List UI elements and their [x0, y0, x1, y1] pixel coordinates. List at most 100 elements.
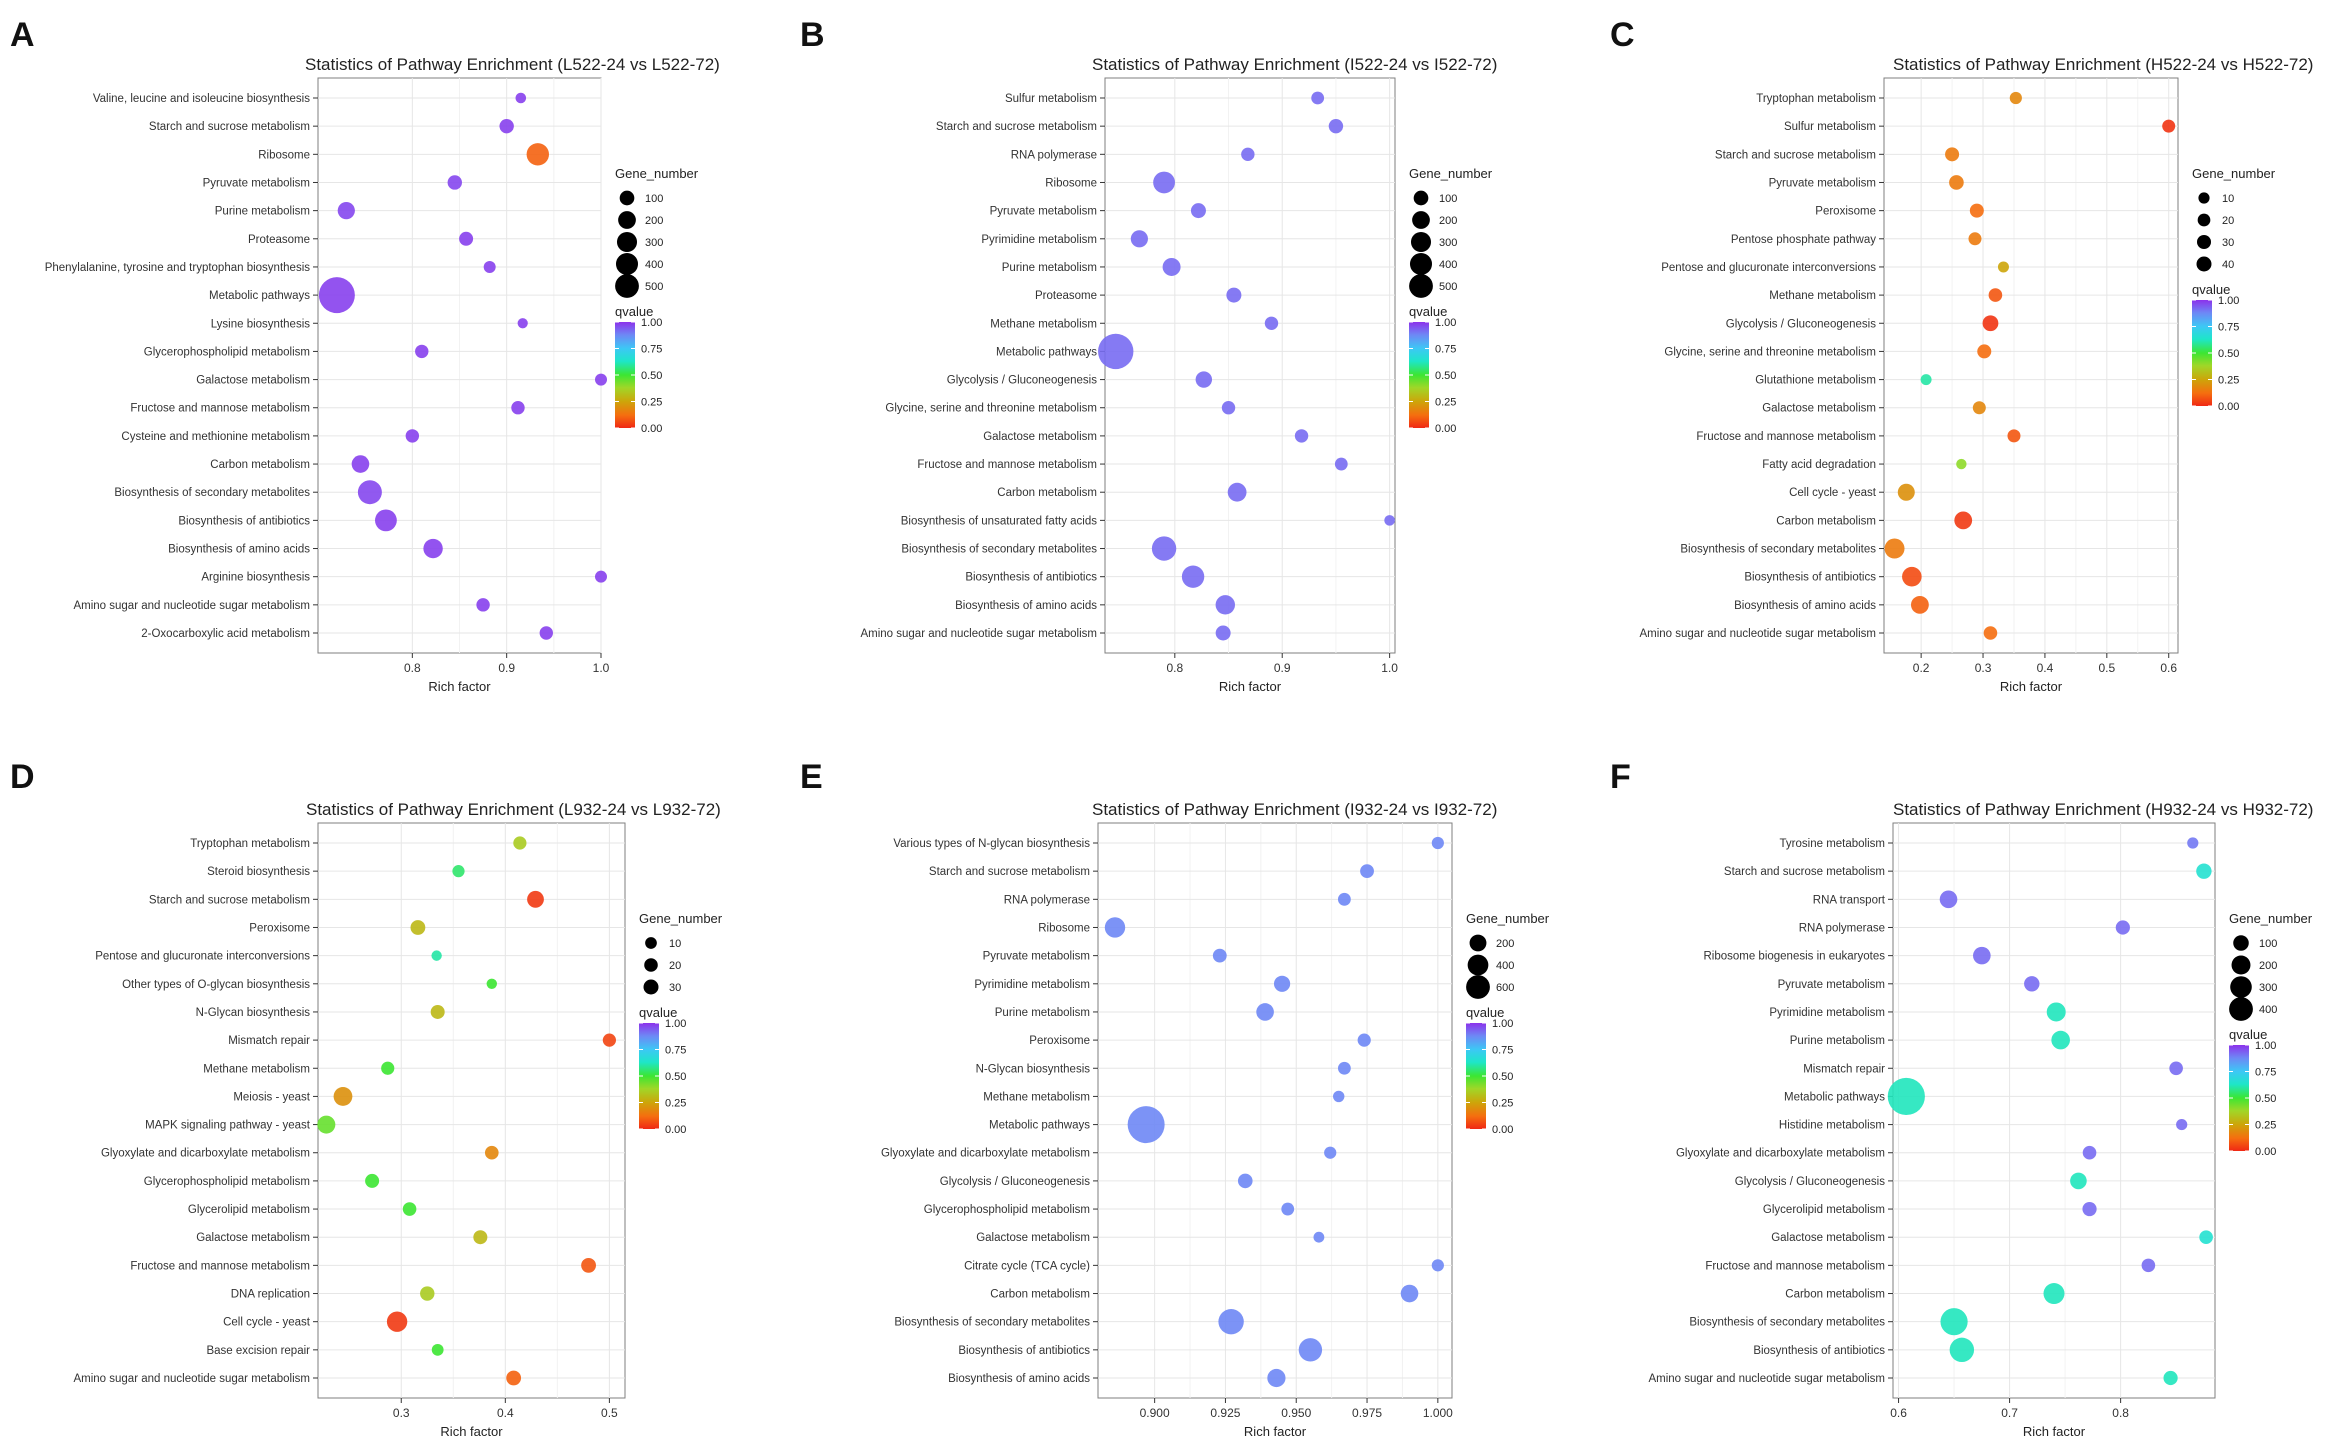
x-tick-label: 1.000	[1423, 1406, 1453, 1420]
color-bar-label: 0.75	[641, 344, 662, 356]
size-legend-label: 100	[645, 193, 663, 205]
color-bar-label: 0.75	[665, 1045, 686, 1057]
y-tick-label: Glycerolipid metabolism	[188, 1204, 310, 1216]
size-legend-dot	[1409, 274, 1433, 298]
y-tick-label: MAPK signaling pathway - yeast	[145, 1120, 311, 1132]
panel-letter: F	[1610, 758, 1631, 796]
color-bar-label: 0.50	[1492, 1071, 1513, 1083]
data-point	[317, 1115, 336, 1134]
y-tick-label: Cell cycle - yeast	[223, 1317, 311, 1329]
y-tick-label: Base excision repair	[206, 1345, 310, 1357]
y-tick-label: Peroxisome	[1029, 1035, 1090, 1047]
data-point	[1215, 625, 1231, 641]
panel-c: C Statistics of Pathway Enrichment (H522-…	[1610, 16, 2313, 694]
size-legend-dot	[2197, 213, 2211, 227]
y-tick-label: Glyoxylate and dicarboxylate metabolism	[1676, 1148, 1885, 1160]
y-tick-label: Sulfur metabolism	[1784, 121, 1876, 133]
size-legend-dot	[2231, 955, 2251, 975]
y-tick-label: Carbon metabolism	[1776, 515, 1876, 527]
y-tick-label: Mismatch repair	[228, 1035, 310, 1047]
y-tick-label: N-Glycan biosynthesis	[976, 1063, 1091, 1075]
data-point	[365, 1173, 380, 1188]
y-tick-label: Metabolic pathways	[1784, 1091, 1885, 1103]
y-tick-label: Starch and sucrose metabolism	[149, 894, 310, 906]
size-legend-dot	[643, 979, 659, 995]
data-point	[1221, 401, 1236, 415]
size-legend-dot	[2196, 234, 2212, 250]
data-point	[1215, 595, 1235, 615]
color-bar-label: 0.50	[665, 1071, 686, 1083]
data-point	[1969, 203, 1984, 218]
data-point	[1162, 257, 1181, 276]
y-tick-label: 2-Oxocarboxylic acid metabolism	[141, 628, 310, 640]
size-legend-label: 500	[645, 281, 663, 293]
data-point	[2007, 429, 2021, 443]
data-point	[506, 1370, 522, 1386]
plot-area	[1104, 77, 1396, 654]
color-bar-label: 1.00	[2218, 295, 2239, 307]
y-tick-label: RNA polymerase	[1799, 922, 1885, 934]
size-legend-label: 200	[2259, 960, 2277, 972]
size-legend-title: Gene_number	[639, 911, 723, 926]
panel-e: E Statistics of Pathway Enrichment (I932-…	[800, 758, 1550, 1439]
size-legend-dot	[2233, 935, 2249, 951]
color-bar-label: 0.00	[665, 1124, 686, 1136]
y-tick-label: Proteasome	[248, 234, 310, 246]
data-point	[1902, 566, 1922, 587]
y-tick-label: Pyruvate metabolism	[983, 951, 1090, 963]
color-bar-label: 0.75	[1492, 1045, 1513, 1057]
y-tick-label: Purine metabolism	[215, 206, 310, 218]
y-tick-label: Starch and sucrose metabolism	[149, 121, 310, 133]
size-legend-dot	[1409, 252, 1433, 276]
color-bar-label: 0.50	[2255, 1093, 2276, 1105]
size-legend-dot	[2196, 256, 2212, 272]
color-bar-label: 0.50	[1435, 370, 1456, 382]
size-legend-dot	[1466, 975, 1490, 999]
data-point	[2043, 1283, 2065, 1305]
x-tick-label: 0.2	[1913, 661, 1930, 675]
x-tick-label: 0.950	[1281, 1406, 1311, 1420]
y-tick-label: Biosynthesis of antibiotics	[1753, 1345, 1885, 1357]
data-point	[1153, 171, 1175, 194]
y-tick-label: Biosynthesis of secondary metabolites	[114, 487, 310, 499]
x-tick-label: 0.975	[1352, 1406, 1382, 1420]
y-tick-label: N-Glycan biosynthesis	[196, 1007, 311, 1019]
y-tick-label: Biosynthesis of amino acids	[168, 544, 310, 556]
data-point	[333, 1087, 353, 1106]
data-point	[513, 836, 527, 850]
size-legend-label: 200	[1496, 938, 1514, 950]
y-tick-label: Glycerolipid metabolism	[1763, 1204, 1885, 1216]
y-tick-label: Proteasome	[1035, 290, 1097, 302]
y-tick-label: Methane metabolism	[983, 1091, 1090, 1103]
data-point	[431, 1343, 444, 1356]
color-bar-label: 1.00	[641, 317, 662, 329]
y-tick-label: Pyrimidine metabolism	[974, 979, 1090, 991]
data-point	[1334, 457, 1348, 471]
color-bar	[1466, 1023, 1486, 1129]
data-point	[2082, 1201, 2097, 1217]
x-tick-label: 0.925	[1210, 1406, 1240, 1420]
data-point	[386, 1311, 408, 1332]
x-tick-label: 0.8	[2112, 1406, 2129, 1420]
data-point	[1241, 147, 1255, 162]
color-bar-label: 0.50	[2218, 348, 2239, 360]
data-point	[1298, 1338, 1323, 1362]
y-tick-label: Methane metabolism	[1769, 290, 1876, 302]
color-bar-label: 0.25	[1435, 397, 1456, 409]
data-point	[1333, 1090, 1345, 1103]
data-point	[1181, 565, 1205, 588]
y-tick-label: Metabolic pathways	[996, 346, 1097, 358]
data-point	[351, 455, 370, 473]
x-tick-label: 0.7	[2001, 1406, 2018, 1420]
y-tick-label: Glutathione metabolism	[1755, 375, 1876, 387]
y-tick-label: Carbon metabolism	[990, 1289, 1090, 1301]
chart-title: Statistics of Pathway Enrichment (L522-2…	[305, 55, 720, 74]
color-bar-label: 0.25	[2255, 1120, 2276, 1132]
size-legend-label: 100	[2259, 938, 2277, 950]
data-point	[1920, 374, 1932, 386]
data-point	[337, 202, 355, 220]
data-point	[476, 598, 490, 612]
data-point	[1949, 175, 1964, 190]
data-point	[1431, 836, 1444, 850]
data-point	[1337, 892, 1351, 906]
